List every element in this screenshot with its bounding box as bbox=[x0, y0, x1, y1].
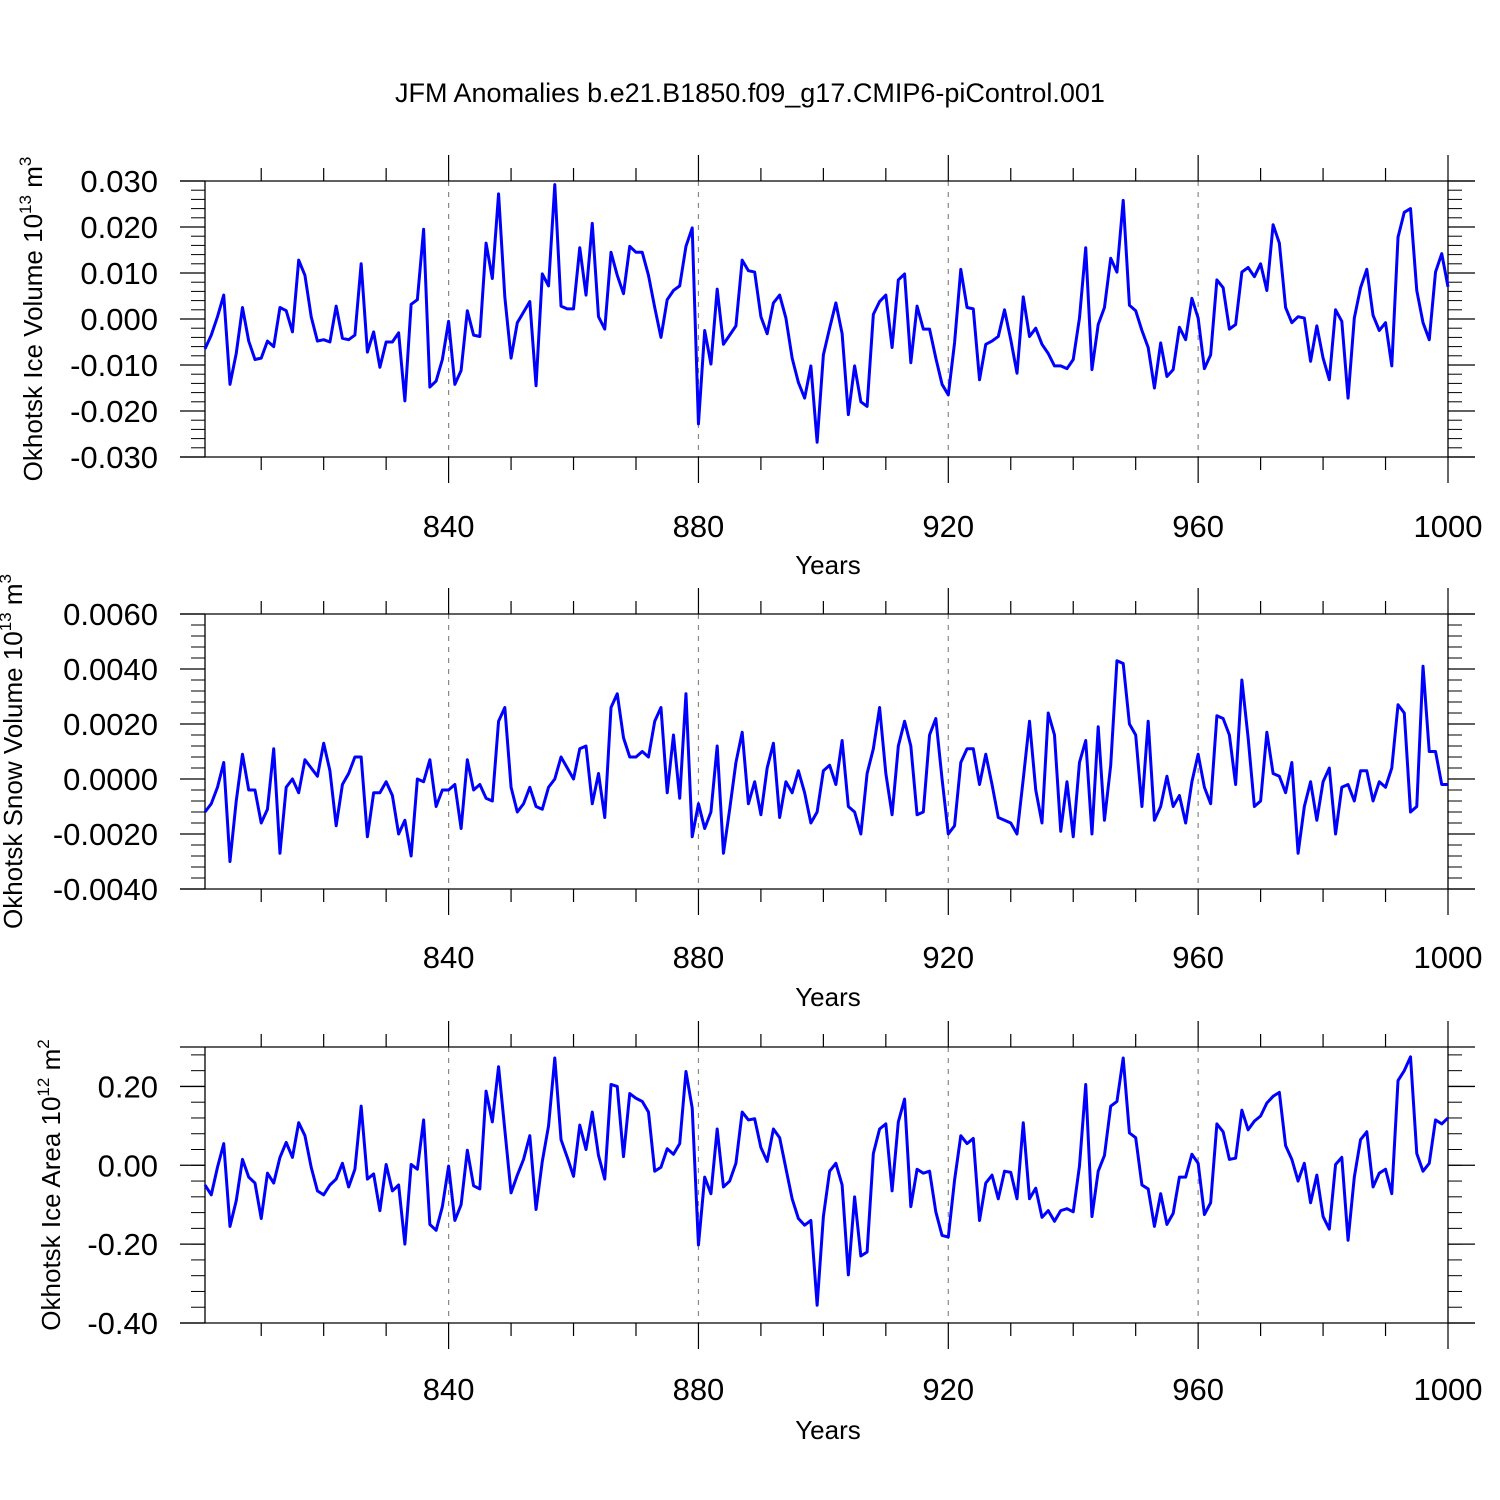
chart-title: JFM Anomalies b.e21.B1850.f09_g17.CMIP6-… bbox=[395, 78, 1105, 108]
y-tick-label: 0.030 bbox=[80, 164, 158, 199]
x-tick-label: 1000 bbox=[1414, 1372, 1483, 1407]
x-tick-label: 880 bbox=[673, 940, 725, 975]
y-tick-label: 0.0040 bbox=[63, 652, 158, 687]
y-tick-label: -0.010 bbox=[70, 348, 158, 383]
y-tick-label: 0.020 bbox=[80, 210, 158, 245]
x-tick-label: 840 bbox=[423, 509, 475, 544]
panel-1: -0.030 -0.020 -0.010 0.000 0.010 0.020 0.030 84… bbox=[16, 155, 1482, 580]
x-tick-label: 840 bbox=[423, 1372, 475, 1407]
x-axis-title: Years bbox=[795, 550, 861, 580]
x-axis-title: Years bbox=[795, 1415, 861, 1445]
series-line bbox=[203, 183, 1450, 444]
x-tick-label: 840 bbox=[423, 940, 475, 975]
x-tick-label: 920 bbox=[922, 509, 974, 544]
y-tick-label: -0.0020 bbox=[53, 817, 158, 852]
x-tick-label: 920 bbox=[922, 940, 974, 975]
x-tick-label: 880 bbox=[673, 509, 725, 544]
x-tick-label: 960 bbox=[1172, 940, 1224, 975]
y-tick-label: -0.20 bbox=[87, 1227, 158, 1262]
panel-3: -0.40 -0.20 0.00 0.20 840 880 920 960 1000 Years O… bbox=[34, 1021, 1482, 1445]
x-axis-title: Years bbox=[795, 982, 861, 1012]
y-tick-label: 0.0020 bbox=[63, 707, 158, 742]
x-tick-label: 1000 bbox=[1414, 940, 1483, 975]
x-tick-label: 1000 bbox=[1414, 509, 1483, 544]
y-axis-title: Okhotsk Ice Area 1012 m2 bbox=[34, 1039, 66, 1330]
y-tick-label: 0.0000 bbox=[63, 762, 158, 797]
x-tick-label: 920 bbox=[922, 1372, 974, 1407]
y-tick-label: 0.00 bbox=[98, 1148, 158, 1183]
series-line bbox=[203, 1055, 1450, 1307]
x-tick-label: 960 bbox=[1172, 509, 1224, 544]
y-tick-label: 0.0060 bbox=[63, 597, 158, 632]
y-axis-title: Okhotsk Ice Volume 1013 m3 bbox=[16, 157, 48, 482]
x-tick-label: 880 bbox=[673, 1372, 725, 1407]
y-tick-label: 0.000 bbox=[80, 302, 158, 337]
y-axis-title: Okhotsk Snow Volume 1013 m3 bbox=[0, 574, 28, 929]
y-tick-label: -0.0040 bbox=[53, 872, 158, 907]
y-tick-label: 0.20 bbox=[98, 1069, 158, 1104]
panel-2: -0.0040 -0.0020 0.0000 0.0020 0.0040 0.0060 84… bbox=[0, 574, 1482, 1012]
y-tick-label: -0.020 bbox=[70, 394, 158, 429]
series-line bbox=[203, 659, 1448, 863]
y-tick-label: 0.010 bbox=[80, 256, 158, 291]
y-tick-label: -0.40 bbox=[87, 1306, 158, 1341]
x-tick-label: 960 bbox=[1172, 1372, 1224, 1407]
y-tick-label: -0.030 bbox=[70, 440, 158, 475]
